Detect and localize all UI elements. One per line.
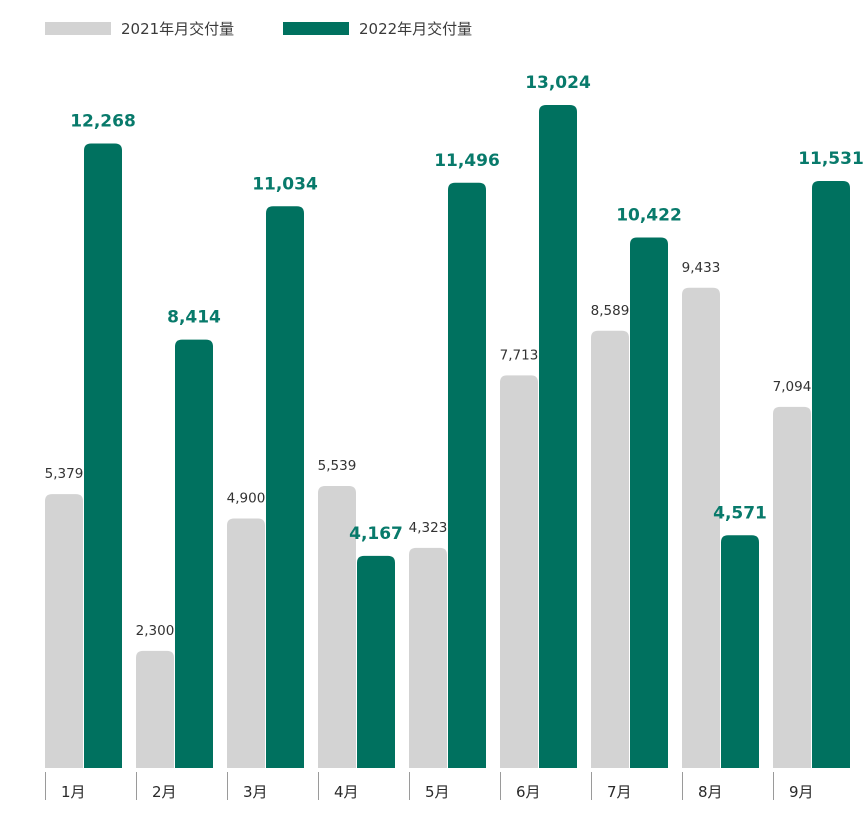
value-label-2021-9: 7,094 [773, 379, 812, 395]
value-label-2021-6: 7,713 [500, 347, 539, 363]
bar-2022-3 [266, 206, 304, 768]
bar-2021-8 [682, 287, 720, 768]
bar-2021-9 [773, 406, 811, 768]
value-label-2021-1: 5,379 [45, 466, 84, 482]
legend-swatch-2022 [283, 22, 349, 35]
bars [45, 105, 850, 768]
bar-2022-4 [357, 555, 395, 768]
value-label-2021-8: 9,433 [682, 260, 721, 276]
value-label-2022-6: 13,024 [525, 73, 591, 93]
bar-2022-2 [175, 339, 213, 768]
value-label-2021-3: 4,900 [227, 491, 266, 507]
value-label-2022-8: 4,571 [713, 503, 767, 523]
value-label-2021-2: 2,300 [136, 623, 175, 639]
bar-2022-8 [721, 535, 759, 768]
value-label-2022-1: 12,268 [70, 111, 136, 131]
value-label-2022-2: 8,414 [167, 308, 221, 328]
bar-2021-5 [409, 547, 447, 768]
value-labels: 5,379 12,268 2,300 8,414 4,900 11,034 5,539 4,1… [45, 73, 864, 639]
x-axis: 1月 2月 3月 4月 5月 6月 7月 8月 9月 [45, 772, 814, 801]
x-tick-label-2: 2月 [152, 783, 177, 801]
bar-2021-7 [591, 330, 629, 768]
bar-2021-1 [45, 494, 83, 768]
value-label-2021-7: 8,589 [591, 303, 630, 319]
bar-2022-5 [448, 182, 486, 768]
value-label-2022-5: 11,496 [434, 151, 500, 171]
legend: 2021年月交付量 2022年月交付量 [45, 20, 472, 38]
bar-2021-2 [136, 650, 174, 768]
x-tick-label-1: 1月 [61, 783, 86, 801]
value-label-2022-7: 10,422 [616, 205, 682, 225]
legend-label-2021: 2021年月交付量 [121, 20, 234, 38]
x-tick-label-3: 3月 [243, 783, 268, 801]
bar-2022-7 [630, 237, 668, 768]
bar-2022-9 [812, 181, 850, 768]
value-label-2021-4: 5,539 [318, 458, 357, 474]
x-tick-label-7: 7月 [607, 783, 632, 801]
x-tick-label-9: 9月 [789, 783, 814, 801]
legend-swatch-2021 [45, 22, 111, 35]
bar-2021-3 [227, 518, 265, 768]
legend-label-2022: 2022年月交付量 [359, 20, 472, 38]
value-label-2022-3: 11,034 [252, 174, 318, 194]
bar-2021-4 [318, 486, 356, 768]
bar-2022-1 [84, 143, 122, 768]
x-tick-label-8: 8月 [698, 783, 723, 801]
value-label-2022-4: 4,167 [349, 524, 403, 544]
x-tick-label-4: 4月 [334, 783, 359, 801]
value-label-2022-9: 11,531 [798, 149, 864, 169]
x-tick-label-6: 6月 [516, 783, 541, 801]
bar-2021-6 [500, 375, 538, 768]
x-tick-label-5: 5月 [425, 783, 450, 801]
value-label-2021-5: 4,323 [409, 520, 448, 536]
bar-2022-6 [539, 105, 577, 768]
